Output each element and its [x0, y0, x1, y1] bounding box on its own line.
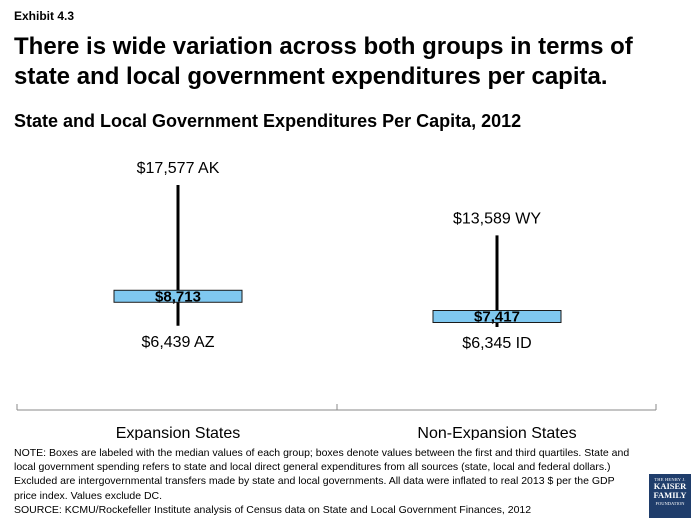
max-label-1: $13,589 WY: [453, 210, 541, 227]
category-label-1: Non-Expansion States: [417, 425, 576, 440]
min-label-1: $6,345 ID: [462, 335, 531, 352]
exhibit-label: Exhibit 4.3: [14, 9, 75, 23]
notes-block: NOTE: Boxes are labeled with the median …: [14, 446, 632, 517]
category-label-0: Expansion States: [116, 425, 241, 440]
note-text: NOTE: Boxes are labeled with the median …: [14, 447, 630, 502]
min-label-0: $6,439 AZ: [142, 334, 215, 351]
box-plot-chart: $17,577 AK $8,713 $6,439 AZ Expansion State…: [16, 160, 657, 440]
median-label-0: $8,713: [155, 288, 201, 305]
logo-line2: KAISER: [653, 481, 687, 491]
headline: There is wide variation across both grou…: [14, 33, 633, 90]
iqr-box-1: [432, 310, 562, 324]
logo-line3: FAMILY: [653, 490, 687, 500]
iqr-box-0: [113, 289, 243, 303]
max-label-0: $17,577 AK: [137, 160, 220, 177]
median-label-1: $7,417: [474, 309, 520, 326]
source-text: SOURCE: KCMU/Rockefeller Institute analy…: [14, 503, 532, 516]
chart-title: State and Local Government Expenditures …: [14, 111, 522, 131]
logo-line4: FOUNDATION: [655, 501, 685, 506]
kff-logo: THE HENRY J. KAISER FAMILY FOUNDATION: [649, 474, 691, 518]
logo-line1: THE HENRY J.: [654, 477, 686, 482]
